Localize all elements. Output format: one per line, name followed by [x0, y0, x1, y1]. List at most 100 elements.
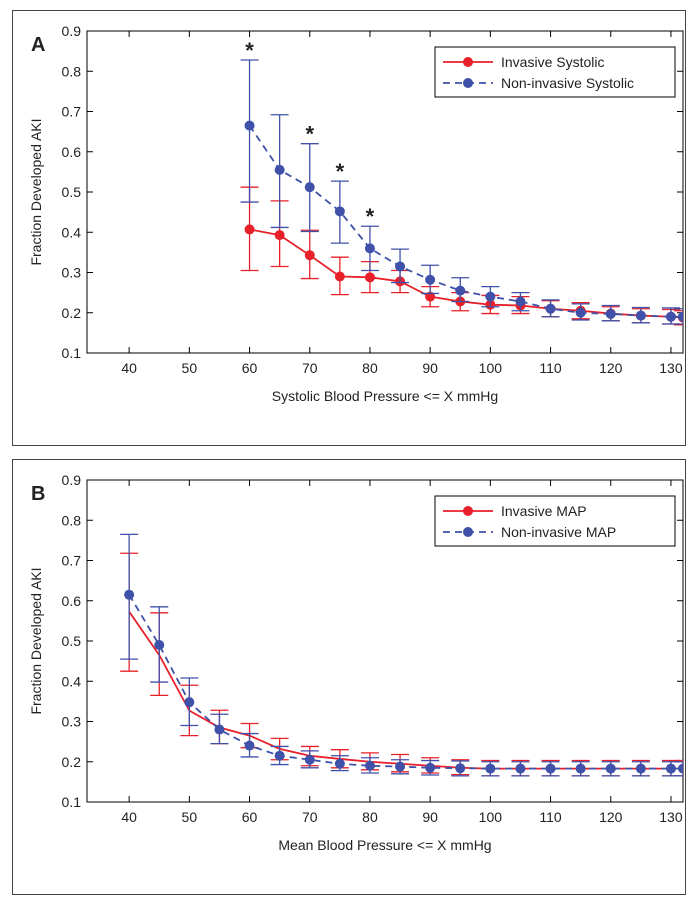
x-tick-label: 120	[599, 809, 623, 825]
data-point	[124, 589, 135, 600]
data-point	[274, 750, 285, 761]
y-tick-label: 0.3	[62, 714, 82, 730]
data-point	[334, 206, 345, 217]
data-layer	[240, 59, 683, 326]
data-point	[605, 308, 616, 319]
series-line	[249, 228, 683, 319]
data-point	[455, 285, 466, 296]
series-line	[128, 594, 683, 770]
legend-label: Non-invasive Systolic	[501, 75, 634, 91]
data-point	[334, 758, 345, 769]
chart-b-svg: B 0.1 0.2 0.3 0.4 0.5 0.6 0.7 0.8 0.9 40 50 60 70 80 90…	[28, 472, 684, 853]
data-point	[678, 311, 683, 322]
data-point	[485, 763, 496, 774]
legend-box	[434, 46, 676, 98]
x-tick-label: 120	[599, 360, 623, 376]
x-tick-label: 110	[539, 360, 562, 376]
y-tick-label: 0.2	[62, 305, 82, 321]
legend-label: Invasive MAP	[501, 503, 587, 519]
x-tick-label: 40	[121, 809, 137, 825]
data-point	[244, 120, 255, 131]
data-point	[395, 261, 406, 272]
chart-panel-b: B 0.1 0.2 0.3 0.4 0.5 0.6 0.7 0.8 0.9 40 50 60 70 80 90…	[12, 459, 686, 895]
x-tick-label: 50	[182, 809, 198, 825]
x-tick-label: 80	[362, 360, 378, 376]
significance-asterisk: *	[366, 204, 375, 229]
significance-asterisk: *	[336, 159, 345, 184]
y-tick-label: 0.8	[62, 512, 82, 528]
y-tick-label: 0.1	[62, 345, 82, 361]
y-tick-label: 0.4	[62, 224, 82, 240]
data-point	[304, 182, 315, 193]
data-point	[665, 763, 676, 774]
data-point	[334, 271, 345, 282]
series-1	[240, 59, 683, 325]
y-tick-label: 0.9	[62, 23, 82, 39]
data-point	[425, 274, 436, 285]
legend-label: Invasive Systolic	[501, 54, 604, 70]
x-tick-label: 130	[659, 809, 683, 825]
legend-box	[434, 495, 676, 547]
data-point	[364, 272, 375, 283]
data-point	[214, 724, 225, 735]
y-tick-label: 0.3	[62, 265, 82, 281]
data-point	[364, 243, 375, 254]
data-point	[304, 250, 315, 261]
y-tick-label: 0.5	[62, 633, 82, 649]
series-0	[240, 186, 683, 326]
series-line	[128, 611, 683, 770]
x-tick-label: 60	[242, 809, 258, 825]
data-point	[364, 760, 375, 771]
data-point	[545, 303, 556, 314]
y-axis-label: Fraction Developed AKI	[28, 118, 44, 265]
data-point	[274, 230, 285, 241]
data-point	[274, 164, 285, 175]
data-point	[304, 754, 315, 765]
data-point	[678, 763, 683, 774]
y-tick-label: 0.7	[62, 553, 82, 569]
legend-marker	[463, 78, 473, 88]
x-tick-label: 130	[659, 360, 683, 376]
x-tick-label: 40	[121, 360, 137, 376]
x-tick-label: 100	[479, 360, 503, 376]
series-1	[120, 533, 683, 777]
panel-label: A	[31, 34, 45, 56]
legend-label: Non-invasive MAP	[501, 524, 616, 540]
y-axis-label: Fraction Developed AKI	[28, 567, 44, 714]
x-tick-label: 80	[362, 809, 378, 825]
y-tick-label: 0.8	[62, 63, 82, 79]
y-tick-label: 0.4	[62, 673, 82, 689]
x-tick-label: 90	[422, 360, 438, 376]
data-point	[515, 763, 526, 774]
data-point	[455, 763, 466, 774]
data-point	[154, 640, 165, 651]
data-point	[635, 763, 646, 774]
panel-label: B	[31, 483, 45, 505]
data-point	[244, 740, 255, 751]
data-point	[635, 310, 646, 321]
data-point	[184, 697, 195, 708]
data-layer	[120, 533, 683, 777]
data-point	[515, 296, 526, 307]
x-axis-label: Systolic Blood Pressure <= X mmHg	[272, 388, 498, 404]
data-point	[575, 763, 586, 774]
legend-marker	[463, 57, 473, 67]
data-point	[395, 761, 406, 772]
x-tick-label: 70	[302, 809, 318, 825]
data-point	[425, 291, 436, 302]
data-point	[485, 291, 496, 302]
y-tick-label: 0.1	[62, 794, 82, 810]
y-tick-label: 0.6	[62, 593, 82, 609]
x-tick-label: 50	[182, 360, 198, 376]
x-tick-label: 100	[479, 809, 503, 825]
y-tick-label: 0.7	[62, 104, 82, 120]
x-tick-label: 60	[242, 360, 258, 376]
chart-panel-a: A 0.1 0.2 0.3 0.4 0.5 0.6 0.7 0.8 0.9 40 50 60 70 80 90…	[12, 10, 686, 446]
y-tick-label: 0.9	[62, 472, 82, 488]
series-0	[120, 552, 683, 777]
x-tick-label: 90	[422, 809, 438, 825]
data-point	[545, 763, 556, 774]
data-point	[575, 307, 586, 318]
x-tick-label: 70	[302, 360, 318, 376]
y-tick-label: 0.5	[62, 184, 82, 200]
